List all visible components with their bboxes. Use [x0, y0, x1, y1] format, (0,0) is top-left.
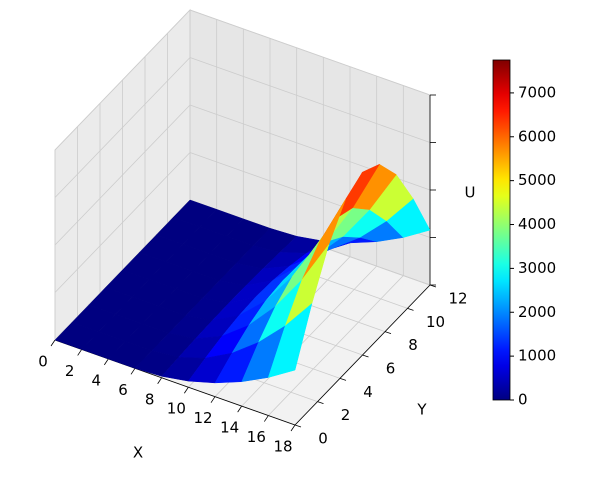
grid-line: [54, 152, 191, 293]
surface-patch: [267, 302, 313, 378]
y-tick-label: 4: [363, 383, 373, 401]
z-axis-label: U: [465, 184, 476, 202]
x-tick: [237, 405, 242, 413]
colorbar-tick-label: 2000: [518, 303, 556, 321]
x-axis-label: X: [133, 444, 143, 462]
grid-line: [189, 57, 431, 143]
grid-line: [54, 9, 191, 151]
x-tick-label: 8: [145, 390, 155, 408]
x-tick: [130, 368, 136, 375]
x-tick: [157, 377, 162, 384]
colorbar-tick-label: 5000: [518, 171, 556, 189]
y-tick-label: 12: [448, 290, 467, 308]
x-tick-label: 10: [167, 400, 186, 418]
x-tick-label: 0: [38, 353, 48, 371]
y-tick: [362, 354, 369, 358]
colorbar: [492, 59, 511, 401]
grid-line: [54, 104, 191, 246]
x-tick: [184, 387, 189, 394]
x-tick: [290, 424, 296, 432]
y-tick: [384, 331, 392, 335]
y-tick-label: 2: [341, 406, 351, 424]
x-tick-label: 2: [65, 362, 75, 380]
x-tick-label: 18: [273, 438, 292, 456]
x-tick-label: 16: [247, 428, 266, 446]
colorbar-tick-label: 3000: [518, 259, 556, 277]
colorbar-tick-label: 1000: [518, 347, 556, 365]
grid-line: [189, 9, 431, 96]
y-tick-label: 6: [386, 360, 396, 378]
y-axis: [294, 284, 431, 426]
x-tick: [50, 339, 56, 347]
colorbar-tick-label: 7000: [518, 83, 556, 101]
x-tick: [264, 415, 269, 422]
colorbar-tick-label: 6000: [518, 127, 556, 145]
x-tick: [210, 396, 216, 403]
colorbar-tick-label: 0: [518, 391, 528, 409]
y-tick: [339, 377, 347, 381]
y-tick: [294, 424, 302, 428]
x-tick: [104, 358, 109, 366]
surface: [54, 163, 431, 384]
x-tick-label: 6: [118, 381, 128, 399]
x-tick: [77, 349, 82, 356]
y-tick-label: 10: [426, 313, 445, 331]
y-tick: [317, 401, 324, 405]
y-axis-label: Y: [416, 401, 427, 419]
colorbar-tick-label: 4000: [518, 215, 556, 233]
x-tick-label: 4: [92, 371, 102, 389]
y-tick-label: 8: [408, 336, 418, 354]
y-tick-label: 0: [318, 430, 328, 448]
y-tick: [407, 307, 414, 311]
x-tick-label: 12: [193, 409, 212, 427]
x-tick-label: 14: [220, 419, 239, 437]
grid-line: [54, 57, 191, 198]
